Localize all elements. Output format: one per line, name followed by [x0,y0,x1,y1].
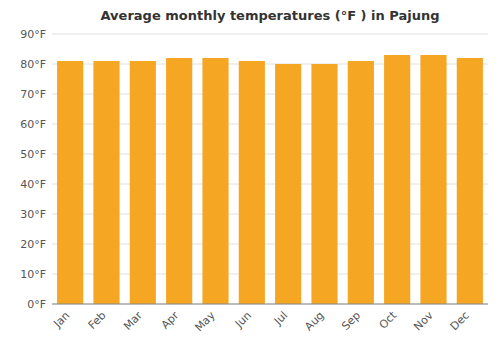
x-tick-label: Apr [159,309,182,332]
bar [202,58,228,304]
y-tick-label: 50°F [20,148,46,161]
bar [311,64,337,304]
x-tick-label: Aug [302,309,326,333]
x-axis: Jan Feb Mar Apr May Jun Jul Aug Sep Oct Nov Dec [50,308,472,334]
bar [57,61,83,304]
x-tick-label: Mar [121,309,145,333]
y-tick-label: 30°F [20,208,46,221]
grid-line [52,34,488,35]
y-tick-label: 10°F [20,268,46,281]
x-tick-label: Jan [50,309,72,331]
bar [275,64,301,304]
y-tick-label: 80°F [20,58,46,71]
y-axis: 0°F 10°F 20°F 30°F 40°F 50°F 60°F 70°F 80°F 90°F [20,28,488,311]
bar [457,58,483,304]
y-tick-label: 0°F [27,298,46,311]
x-tick-label: Jul [271,309,290,328]
bar [348,61,374,304]
y-tick-label: 90°F [20,28,46,41]
bar [384,55,410,304]
bar [166,58,192,304]
chart: Average monthly temperatures (°F ) in Pa… [0,0,500,350]
bar [93,61,119,304]
y-tick-label: 40°F [20,178,46,191]
x-tick-label: Oct [377,308,400,331]
y-tick-label: 20°F [20,238,46,251]
x-tick-label: Feb [86,309,109,332]
x-axis-line [52,304,488,305]
y-tick-label: 60°F [20,118,46,131]
bar [130,61,156,304]
bar [239,61,265,304]
bars [57,55,483,304]
x-tick-label: Nov [411,309,436,334]
x-tick-label: Sep [339,309,363,333]
title: Average monthly temperatures (°F ) in Pa… [101,8,440,23]
x-tick-label: May [192,309,218,335]
x-tick-label: Jun [232,309,254,331]
grid-line [52,304,488,305]
x-tick-label: Dec [448,309,472,333]
y-tick-label: 70°F [20,88,46,101]
bar [420,55,446,304]
